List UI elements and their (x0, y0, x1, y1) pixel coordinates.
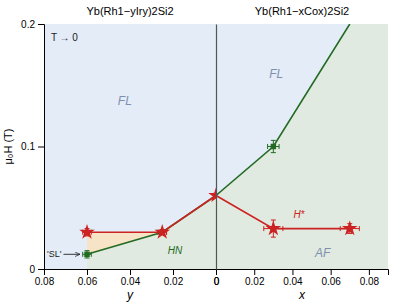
x-tick-mark (331, 269, 332, 275)
marker-group (264, 220, 360, 237)
x-axis: 0 0.02 0.04 0.06 0.08 (214, 269, 389, 287)
annotation: AF (314, 246, 331, 260)
axis-line (38, 25, 45, 270)
x-tick: 0.08 (360, 269, 380, 287)
marker (208, 187, 216, 202)
marker (342, 220, 358, 235)
x-tick-label: 0.06 (321, 276, 341, 287)
x-tick-mark (292, 269, 293, 275)
y-tick-mark (38, 269, 44, 270)
x-tick-label: 0.08 (35, 276, 55, 287)
marker-group (83, 193, 216, 258)
plot-area (44, 24, 216, 269)
annotation: HN (168, 245, 183, 256)
x-tick-label: 0 (214, 276, 220, 287)
series-line (216, 196, 350, 229)
y-axis-title: μ₀H (T) (2, 129, 14, 165)
x-tick-label: 0.04 (283, 276, 303, 287)
x-tick-label: 0.08 (360, 276, 380, 287)
y-tick-label: 0.2 (21, 19, 35, 30)
series-line (87, 196, 216, 233)
y-axis (216, 25, 217, 270)
x-tick: 0.08 (35, 269, 55, 287)
axis-line (216, 25, 217, 270)
y-tick-mark (38, 24, 44, 25)
x-tick: 0 (214, 269, 220, 287)
x-tick: 0 (214, 269, 220, 287)
error-bar-y (271, 140, 276, 152)
x-tick-label: 0.06 (78, 276, 98, 287)
x-tick-label: 0.02 (164, 276, 184, 287)
x-tick-label: 0 (214, 276, 220, 287)
y-axis: 0 0.1 0.2 (21, 19, 44, 275)
marker (79, 224, 95, 239)
annotation: H* (293, 209, 305, 220)
annotations: FL AF H* (269, 67, 331, 260)
marker (84, 252, 89, 257)
y-tick-label: 0 (29, 264, 35, 275)
x-tick-mark (87, 269, 88, 275)
axis-line (217, 270, 389, 276)
error-bar-x (268, 144, 279, 149)
x-tick: 0.04 (121, 269, 141, 287)
region-area (216, 24, 350, 196)
x-axis-title: y (126, 288, 134, 302)
x-tick: 0.06 (321, 269, 341, 287)
annotation: 'SL' (47, 249, 62, 259)
annotation: T → 0 (51, 32, 78, 43)
annotations: T → 0 FL 'SL' HN (47, 32, 183, 259)
y-tick: 0 (29, 264, 44, 275)
marker-group (79, 187, 216, 239)
x-tick-mark (173, 269, 174, 275)
x-tick-mark (254, 269, 255, 275)
x-tick-mark (216, 269, 217, 275)
chart-svg: 0.08 0.06 0.04 0.02 0 0 0.1 0.2 Yb(Rh1−yIry)2Si2… (0, 0, 400, 303)
region-background (44, 24, 216, 269)
region-background (216, 24, 388, 269)
annotation: FL (269, 67, 283, 81)
marker (154, 224, 170, 239)
x-tick-mark (130, 269, 131, 275)
panel-title: Yb(Rh1−xCox)2Si2 (255, 5, 349, 17)
x-tick: 0.02 (245, 269, 265, 287)
error-bar-x (83, 252, 92, 257)
region-area (87, 196, 216, 270)
y-tick: 0.1 (21, 141, 44, 152)
marker (266, 220, 282, 235)
x-tick-label: 0.04 (121, 276, 141, 287)
x-tick-mark (216, 269, 217, 275)
y-tick-label: 0.1 (21, 141, 35, 152)
y-tick: 0.2 (21, 19, 44, 30)
x-tick: 0.04 (283, 269, 303, 287)
annotation: FL (118, 94, 132, 108)
x-axis: 0.08 0.06 0.04 0.02 0 (35, 269, 220, 287)
x-tick-mark (369, 269, 370, 275)
x-tick: 0.06 (78, 269, 98, 287)
plot-area (216, 24, 388, 269)
panel-title: Yb(Rh1−yIry)2Si2 (86, 5, 173, 17)
series-line (216, 24, 350, 196)
x-tick: 0.02 (164, 269, 184, 287)
error-bar-y (85, 251, 90, 258)
annotation-arrow (63, 254, 80, 255)
x-tick-label: 0.02 (245, 276, 265, 287)
axis-line (45, 270, 217, 276)
panel: 0.08 0.06 0.04 0.02 0 0 0.1 0.2 Yb(Rh1−yIry)2Si2… (2, 5, 224, 302)
panel: 0 0.02 0.04 0.06 0.08 Yb(Rh1−xCox)2Si2 x FL AF H* (214, 5, 389, 302)
x-axis-title: x (298, 288, 306, 302)
series-line (87, 196, 216, 255)
y-tick-mark (38, 147, 44, 148)
region-area (87, 196, 216, 255)
marker-group (268, 140, 279, 152)
marker (271, 144, 276, 149)
chart-root: 0.08 0.06 0.04 0.02 0 0 0.1 0.2 Yb(Rh1−yIry)2Si2… (0, 0, 400, 303)
